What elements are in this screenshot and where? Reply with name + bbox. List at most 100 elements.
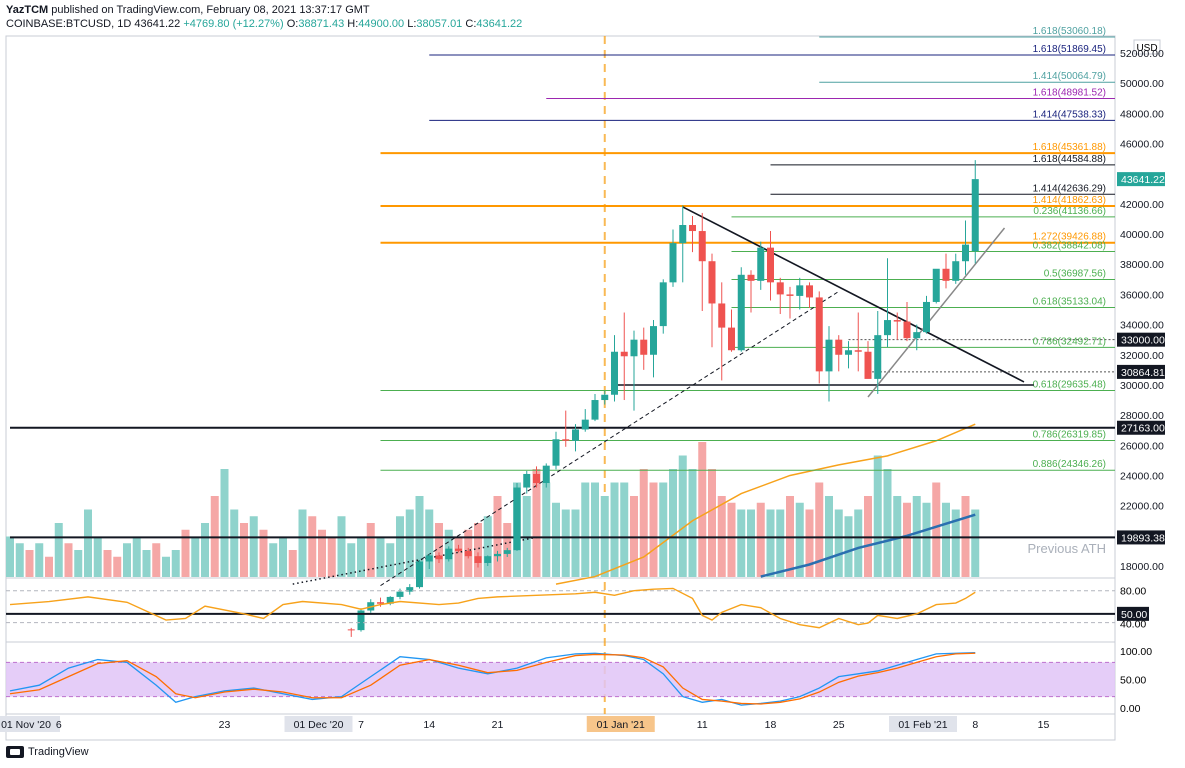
volume-bar: [766, 509, 775, 577]
x-tick-label: 23: [219, 719, 231, 731]
level-label: 1.618(45361.88): [1033, 142, 1106, 153]
rsi-line: [9, 587, 976, 629]
volume-bar: [795, 502, 804, 577]
volume-bar: [230, 509, 239, 577]
y-tick-label: 46000.00: [1120, 139, 1164, 151]
low-value: 38057.01: [416, 18, 463, 30]
volume-bar: [737, 509, 746, 577]
stoch-d-line: [9, 652, 976, 705]
level-label: 0.236(41136.66): [1033, 206, 1106, 217]
candle-body: [396, 591, 404, 597]
volume-bar: [844, 516, 853, 577]
candle-body: [562, 439, 570, 441]
volume-bar: [288, 550, 297, 577]
x-tick-label: 25: [833, 719, 845, 731]
publisher-name[interactable]: YazTCM: [6, 4, 49, 16]
y-tick-label: 30000.00: [1120, 380, 1164, 392]
x-tick-label: 14: [423, 719, 435, 731]
level-label: 0.618(35133.04): [1033, 296, 1106, 307]
low-label: L:: [407, 18, 417, 30]
y-tick-label: 40000.00: [1120, 229, 1164, 241]
level-label: 0.5(36987.56): [1044, 269, 1106, 280]
currency-box: [1133, 39, 1161, 55]
stoch-tick-label: 100.00: [1120, 646, 1152, 658]
volume-bar: [152, 543, 161, 577]
volume-bar: [805, 509, 814, 577]
volume-bar: [922, 502, 931, 577]
candle-body: [698, 231, 706, 262]
volume-bar: [249, 516, 258, 577]
x-date-box: [889, 716, 957, 732]
volume-bar: [366, 523, 375, 577]
candle-body: [747, 274, 755, 281]
candle-body: [620, 351, 628, 357]
volume-bar: [649, 482, 658, 577]
candle-body: [659, 282, 667, 327]
triangle-upper-trendline: [682, 206, 1025, 383]
volume-bar: [6, 536, 14, 577]
volume-bar: [708, 469, 716, 577]
volume-bar: [552, 502, 560, 577]
candle-body: [689, 225, 696, 232]
level-label: 0.786(26319.85): [1033, 429, 1106, 440]
candle-body: [815, 297, 823, 372]
candle-body: [455, 548, 462, 551]
candle-body: [494, 553, 501, 557]
volume-bar: [64, 543, 73, 577]
x-tick-label: 7: [358, 719, 364, 731]
volume-bar: [35, 543, 44, 577]
change-value: +4769.80 (+12.27%): [183, 18, 284, 30]
candle-body: [708, 261, 716, 304]
candle-body: [513, 487, 521, 551]
candle-body: [718, 303, 726, 328]
candle-body: [767, 247, 774, 283]
chart-frame: [5, 35, 1116, 741]
candle-body: [962, 244, 969, 262]
y-tick-label: 32000.00: [1120, 350, 1164, 362]
volume-bar: [883, 469, 892, 577]
price-tag: [1117, 420, 1165, 435]
y-tick-label: 38000.00: [1120, 259, 1164, 271]
level-label: 0.618(29635.48): [1033, 379, 1106, 390]
tradingview-footer[interactable]: TradingView: [6, 746, 89, 758]
high-label: H:: [347, 18, 359, 30]
volume-bar: [15, 543, 24, 577]
ma-orange-line: [555, 423, 976, 585]
volume-bar: [659, 482, 668, 577]
level-label: 1.618(53060.18): [1033, 26, 1106, 37]
y-tick-label: 18000.00: [1120, 561, 1164, 573]
publish-text: published on TradingView.com, February 0…: [51, 4, 370, 16]
volume-bar: [259, 529, 268, 577]
level-label: 1.272(39426.88): [1033, 232, 1106, 243]
previous-ath-label: Previous ATH: [1027, 541, 1106, 556]
volume-bar: [123, 543, 131, 577]
volume-bar: [727, 502, 736, 577]
volume-bar: [571, 509, 580, 577]
open-label: O:: [286, 18, 299, 30]
level-label: 1.414(50064.79): [1033, 71, 1106, 82]
x-tick-label: 15: [1038, 719, 1050, 731]
candle-body: [533, 473, 540, 484]
volume-bar: [113, 556, 122, 577]
price-tag: [1117, 172, 1165, 187]
candle-body: [611, 351, 618, 395]
volume-bar: [181, 529, 190, 577]
x-tick-label: 01 Nov '20: [1, 719, 51, 731]
y-tick-label: 50000.00: [1120, 78, 1164, 90]
y-tick-label: 28000.00: [1120, 410, 1164, 422]
level-label: 1.414(47538.33): [1033, 109, 1106, 120]
volume-bar: [542, 482, 551, 577]
close-value: 43641.22: [476, 18, 523, 30]
candle-body: [923, 301, 930, 333]
candle-body: [386, 596, 394, 604]
y-tick-label: 26000.00: [1120, 440, 1164, 452]
price-tag: [1117, 530, 1165, 545]
level-label: 0.382(38842.08): [1033, 241, 1106, 252]
y-tick-label: 42000.00: [1120, 199, 1164, 211]
candle-body: [942, 268, 950, 281]
x-date-box: [284, 716, 353, 732]
y-tick-label: 52000.00: [1120, 48, 1164, 60]
x-date-box: [0, 716, 60, 732]
y-tick-label: 34000.00: [1120, 320, 1164, 332]
